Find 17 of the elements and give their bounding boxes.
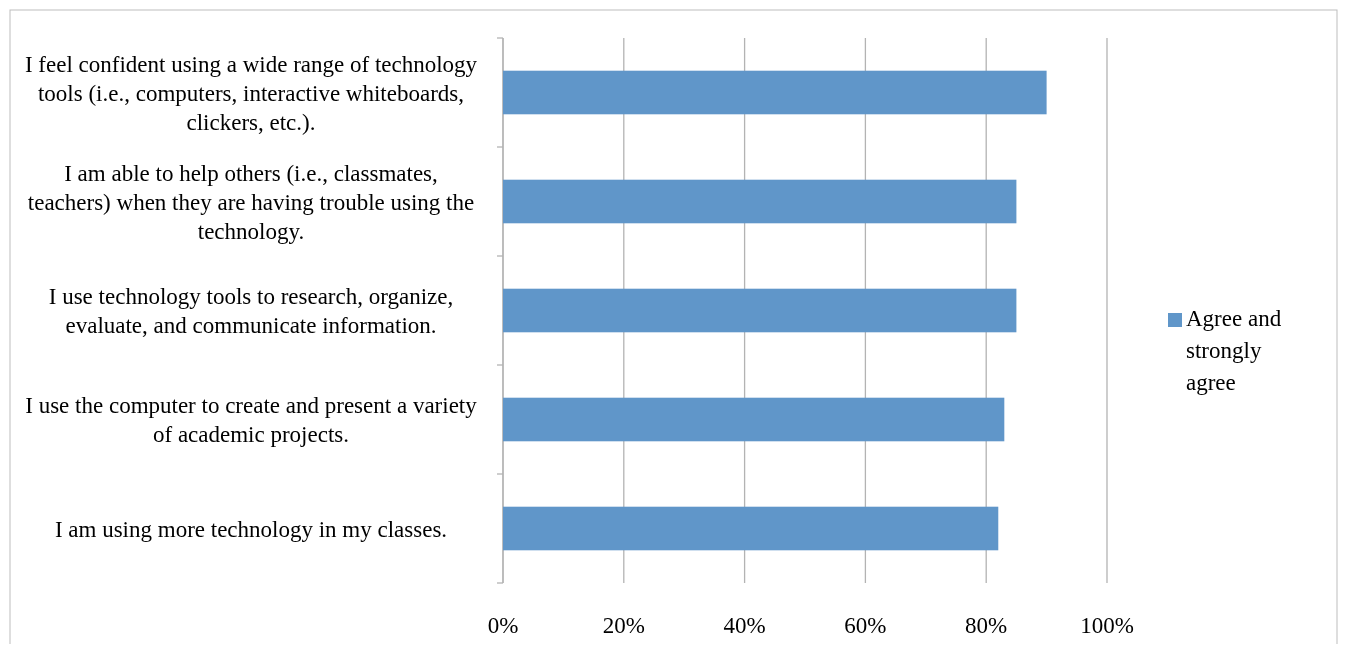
legend-label: Agree and strongly agree [1186,306,1282,395]
y-tick-label: I am able to help others (i.e., classmates, teachers) when they are having trouble using the technology. [27,160,475,244]
x-tick-label: 40% [723,613,766,638]
bar [503,179,1017,224]
y-tick-label: I use technology tools to research, organize, evaluate, and communicate information. [48,284,454,338]
y-tick-label: I am using more technology in my classes. [54,516,448,542]
x-tick-label: 0% [487,613,519,638]
bar [503,288,1017,333]
y-tick-label: I use the computer to create and present a variety of academic projects. [25,393,478,447]
x-tick-label: 60% [844,613,887,638]
y-tick-label: I feel confident using a wide range of technology tools (i.e., computers, interactive whiteboards, clickers, etc.). [24,51,478,135]
bar [503,70,1047,115]
x-tick-label: 100% [1080,613,1134,638]
bar [503,506,999,551]
x-tick-label: 80% [965,613,1008,638]
bar [503,397,1005,442]
x-tick-label: 20% [602,613,645,638]
